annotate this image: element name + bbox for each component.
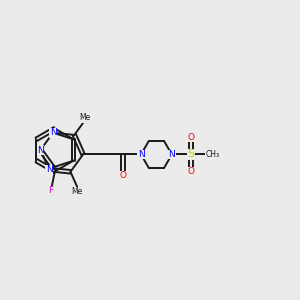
Text: O: O [188,133,195,142]
Text: N: N [46,165,52,174]
Text: N: N [169,150,175,159]
Text: Me: Me [80,113,91,122]
Text: O: O [120,171,127,180]
Text: S: S [188,149,195,160]
Text: N: N [50,128,56,137]
Text: N: N [138,150,144,159]
Text: N: N [37,146,44,154]
Text: Me: Me [71,187,83,196]
Text: CH₃: CH₃ [206,150,220,159]
Text: F: F [48,186,53,195]
Text: O: O [188,167,195,176]
